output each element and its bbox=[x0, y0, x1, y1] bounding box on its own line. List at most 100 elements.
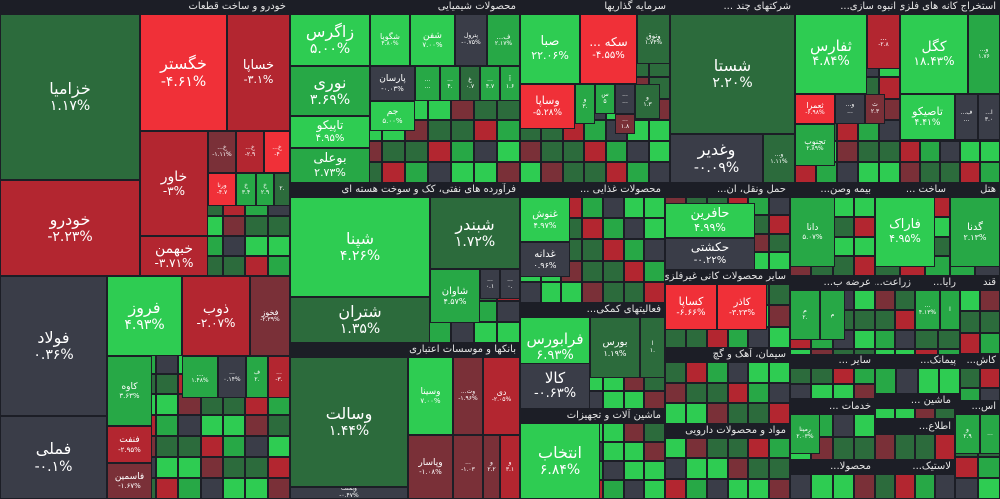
small-tile[interactable] bbox=[853, 437, 875, 460]
small-tile[interactable] bbox=[200, 436, 224, 458]
small-tile[interactable] bbox=[875, 368, 897, 394]
small-tile[interactable] bbox=[267, 235, 290, 256]
stock-tile[interactable]: شگویا ۴.۸۰% bbox=[370, 14, 410, 66]
small-tile[interactable] bbox=[474, 140, 497, 162]
small-tile[interactable] bbox=[960, 290, 980, 312]
small-tile[interactable] bbox=[980, 290, 1000, 312]
sector-31[interactable]: اس... و ۲.۹... bbox=[955, 400, 1000, 499]
small-tile[interactable] bbox=[623, 239, 645, 261]
small-tile[interactable] bbox=[977, 456, 1000, 478]
small-tile[interactable] bbox=[451, 161, 474, 183]
small-tile[interactable] bbox=[853, 329, 875, 350]
stock-tile[interactable]: خساپا -۳.۱% bbox=[227, 14, 290, 131]
small-tile[interactable] bbox=[267, 215, 290, 236]
sector-10[interactable]: فعالیتهای کمکی... فرابورس ۶.۹۳% بورس ۱.۱۹% ا ۱… bbox=[520, 303, 665, 409]
small-tile[interactable] bbox=[837, 140, 858, 162]
sector-26[interactable]: ماشین ... bbox=[875, 394, 955, 419]
small-tile[interactable] bbox=[665, 438, 686, 459]
small-tile[interactable] bbox=[853, 236, 875, 257]
small-tile[interactable] bbox=[685, 478, 707, 499]
stock-tile[interactable]: فملی -۰.۱% bbox=[0, 416, 107, 499]
small-tile[interactable] bbox=[223, 457, 246, 479]
stock-tile[interactable]: ثعمرا -۶.۹۸% bbox=[795, 94, 835, 124]
small-tile[interactable] bbox=[960, 368, 980, 388]
sector-28[interactable]: اطلاع... bbox=[875, 420, 955, 460]
small-tile[interactable] bbox=[602, 480, 624, 499]
small-tile[interactable] bbox=[602, 442, 624, 461]
small-tile[interactable] bbox=[980, 368, 1000, 388]
small-tile[interactable] bbox=[223, 415, 246, 437]
small-tile[interactable] bbox=[769, 284, 790, 306]
stock-tile[interactable]: نوری ۳.۶۹% bbox=[290, 66, 370, 116]
small-tile[interactable] bbox=[200, 457, 224, 479]
small-tile[interactable] bbox=[644, 423, 665, 442]
small-tile[interactable] bbox=[748, 403, 770, 424]
stock-tile[interactable]: خاور -۳% bbox=[140, 131, 208, 236]
small-tile[interactable] bbox=[623, 260, 645, 282]
stock-tile[interactable]: رمپنا ۲.۰۳% bbox=[790, 414, 820, 454]
small-tile[interactable] bbox=[875, 474, 895, 499]
stock-tile[interactable]: و... ۱.۷۶ bbox=[968, 14, 1000, 94]
stock-tile[interactable]: فروز ۴.۹۳% bbox=[107, 276, 182, 356]
stock-tile[interactable]: کساپا -۶.۶۶% bbox=[665, 284, 717, 330]
small-tile[interactable] bbox=[940, 140, 960, 162]
small-tile[interactable] bbox=[245, 215, 268, 236]
stock-tile[interactable]: فولاد ۰.۳۶% bbox=[0, 276, 107, 416]
sector-6[interactable]: فرآورده های نفتی، کک و سوخت هسته ای شپنا ۴… bbox=[290, 183, 520, 343]
small-tile[interactable] bbox=[584, 161, 606, 183]
small-tile[interactable] bbox=[980, 140, 1000, 162]
small-tile[interactable] bbox=[561, 281, 583, 303]
small-tile[interactable] bbox=[917, 368, 939, 394]
small-tile[interactable] bbox=[474, 161, 497, 183]
small-tile[interactable] bbox=[245, 457, 268, 479]
small-tile[interactable] bbox=[520, 140, 542, 162]
small-tile[interactable] bbox=[832, 383, 854, 399]
sector-4[interactable]: انبوه سازی... ثفارس ۴.۸۴% ثعمرا -۶.۹۸% تجنوب ۲… bbox=[795, 0, 900, 183]
stock-tile[interactable]: غنوش ۴.۹۷% bbox=[520, 197, 570, 242]
small-tile[interactable] bbox=[223, 478, 246, 499]
sector-12[interactable]: حمل ونقل، ان... حافرین ۴.۹۹% حکشتی -۰.۲۲% bbox=[665, 183, 790, 270]
small-tile[interactable] bbox=[644, 390, 665, 409]
small-tile[interactable] bbox=[769, 362, 790, 383]
stock-tile[interactable]: کگل ۱۸.۴۳% bbox=[900, 14, 968, 94]
small-tile[interactable] bbox=[935, 474, 955, 499]
small-tile[interactable] bbox=[200, 478, 224, 499]
stock-tile[interactable]: فاراک ۴.۹۵% bbox=[875, 197, 935, 267]
stock-tile[interactable]: و ۱.۳ bbox=[635, 84, 660, 119]
stock-tile[interactable]: و ۲.۹ bbox=[955, 414, 980, 454]
small-tile[interactable] bbox=[267, 436, 290, 458]
small-tile[interactable] bbox=[853, 383, 875, 399]
small-tile[interactable] bbox=[769, 458, 790, 479]
small-tile[interactable] bbox=[267, 478, 290, 499]
small-tile[interactable] bbox=[428, 322, 451, 343]
stock-tile[interactable]: خ... -۴ bbox=[264, 131, 290, 173]
small-tile[interactable] bbox=[178, 478, 201, 499]
small-tile[interactable] bbox=[790, 474, 812, 499]
stock-tile[interactable]: ... -۲.۸ bbox=[867, 14, 900, 69]
small-tile[interactable] bbox=[915, 329, 938, 350]
small-tile[interactable] bbox=[644, 281, 665, 303]
small-tile[interactable] bbox=[980, 161, 1000, 183]
small-tile[interactable] bbox=[665, 403, 686, 424]
small-tile[interactable] bbox=[938, 368, 960, 394]
stock-tile[interactable]: تاصیکو ۴.۴۱% bbox=[900, 94, 955, 140]
small-tile[interactable] bbox=[832, 216, 854, 237]
small-tile[interactable] bbox=[474, 119, 497, 141]
small-tile[interactable] bbox=[895, 290, 915, 310]
small-tile[interactable] bbox=[644, 260, 665, 282]
small-tile[interactable] bbox=[685, 458, 707, 479]
stock-tile[interactable]: وبملت -۰.۴۷% bbox=[290, 487, 408, 499]
stock-tile[interactable]: ث ۲.۳ bbox=[865, 94, 885, 124]
small-tile[interactable] bbox=[706, 438, 728, 459]
small-tile[interactable] bbox=[853, 474, 875, 499]
small-tile[interactable] bbox=[853, 197, 875, 217]
small-tile[interactable] bbox=[769, 403, 790, 424]
small-tile[interactable] bbox=[915, 408, 935, 419]
small-tile[interactable] bbox=[451, 322, 474, 343]
stock-tile[interactable]: م ۲. bbox=[790, 290, 820, 340]
small-tile[interactable] bbox=[769, 382, 790, 404]
stock-tile[interactable]: کاذر -۳.۲۳% bbox=[717, 284, 767, 330]
small-tile[interactable] bbox=[428, 119, 451, 141]
small-tile[interactable] bbox=[451, 98, 474, 120]
stock-tile[interactable]: وساپا -۵.۲۸% bbox=[520, 84, 575, 129]
